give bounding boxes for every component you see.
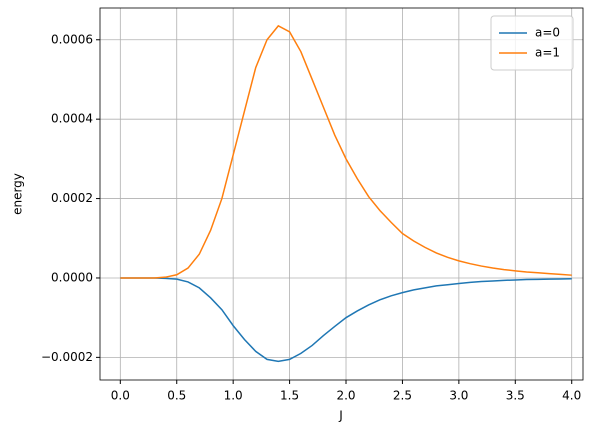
- legend-box: [490, 15, 574, 71]
- x-tick-label: 4.0: [562, 389, 581, 403]
- y-tick-label: 0.0006: [51, 32, 93, 46]
- x-tick-label: 1.5: [280, 389, 299, 403]
- y-tick-label: −0.0002: [41, 350, 93, 364]
- x-axis-label: J: [338, 409, 343, 423]
- x-tick-label: 3.0: [449, 389, 468, 403]
- y-tick-label: 0.0004: [51, 112, 93, 126]
- legend-label: a=0: [535, 26, 560, 40]
- y-tick-label: 0.0002: [51, 191, 93, 205]
- line: [120, 277, 572, 363]
- y-axis-label: energy: [11, 173, 25, 215]
- x-tick-label: 2.5: [393, 389, 412, 403]
- legend-label: a=1: [535, 46, 560, 60]
- x-tick-label: 0.0: [111, 389, 130, 403]
- x-tick-label: 1.0: [224, 389, 243, 403]
- axes-frame: [99, 7, 584, 381]
- y-tick-label: 0.0000: [51, 270, 93, 284]
- x-tick-label: 3.5: [506, 389, 525, 403]
- x-tick-label: 2.0: [336, 389, 355, 403]
- x-tick-label: 0.5: [167, 389, 186, 403]
- line: [120, 24, 572, 279]
